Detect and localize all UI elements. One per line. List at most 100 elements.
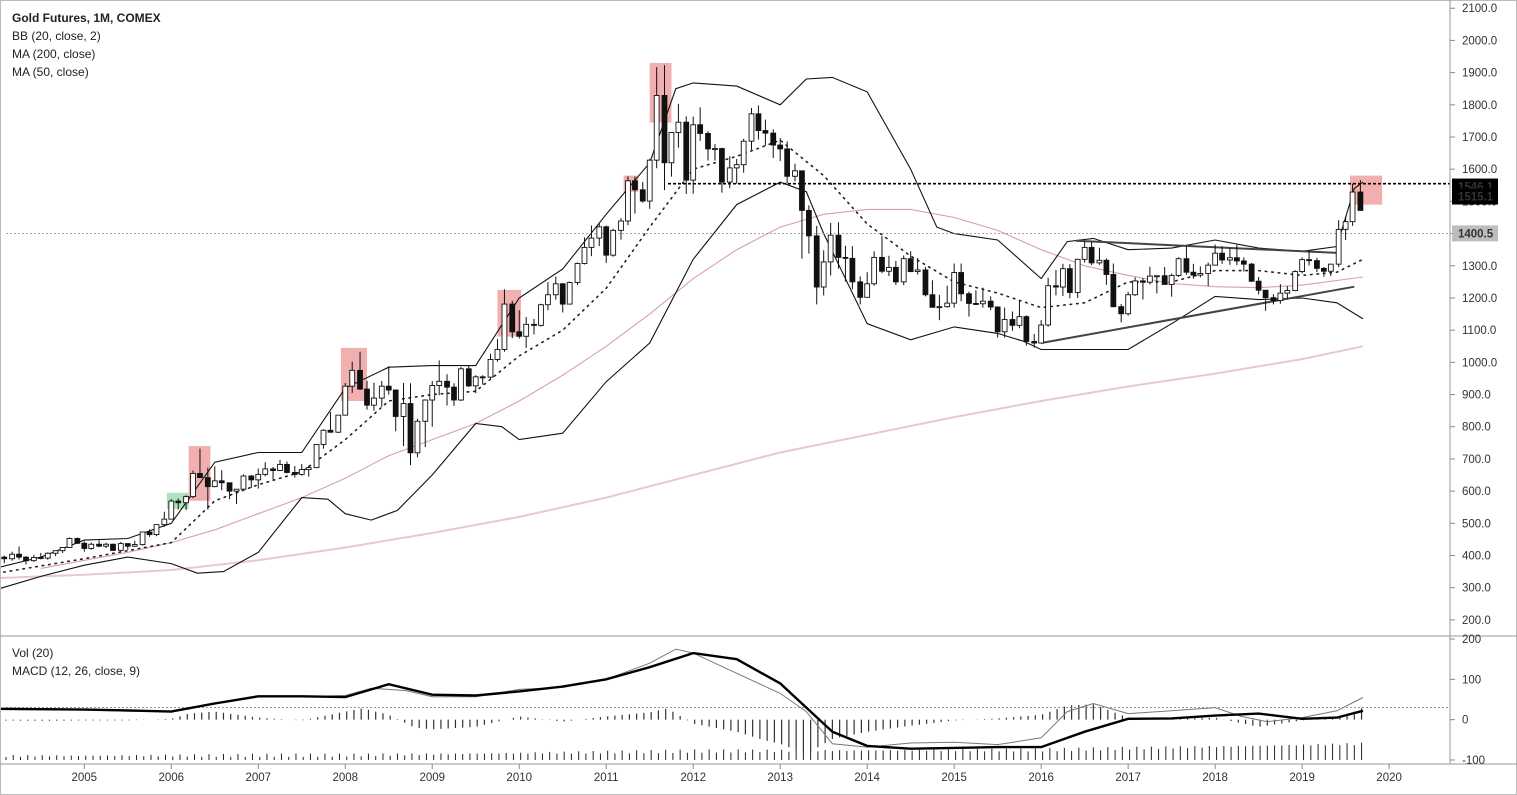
candle-body [705,133,711,150]
candle [479,375,486,385]
candle-body [922,269,929,296]
candle [712,144,718,161]
candle [588,225,595,257]
candle-body [907,258,914,273]
candle-body [16,553,22,558]
candle-body [1270,297,1277,301]
candle [16,546,22,560]
candle-body [436,380,443,386]
candle [218,470,225,491]
candle-body [1327,263,1334,272]
candle-body [914,269,921,273]
candle-body [479,376,486,379]
candle [871,251,878,286]
candle [581,237,588,265]
candle [777,137,784,162]
candle-body [407,403,414,454]
candle [1,555,8,564]
y-tick-label: 1000.0 [1462,357,1497,369]
candle-body [1103,259,1110,275]
candle-body [762,130,769,134]
candle-body [1088,246,1095,264]
candle [784,141,791,184]
candle-body [66,538,73,548]
candle-body [37,556,44,559]
candle-body [552,283,559,296]
candle-body [44,552,51,559]
candle-body [944,302,951,308]
candle-body [429,385,436,401]
candle [407,383,414,466]
candle-body [596,226,603,239]
candle-body [755,113,762,132]
candle [1349,183,1356,226]
candle-body [835,234,842,258]
candle [733,158,740,184]
candle [922,267,929,297]
candle [255,468,262,489]
x-tick-label: 2016 [1028,772,1054,784]
candle-body [465,368,472,387]
candle-body [1183,258,1190,273]
candle-body [625,180,631,222]
candle [204,467,211,510]
candle-body [588,237,595,248]
candle [1190,263,1197,279]
candle [552,276,559,300]
candle [233,488,240,505]
candle [936,294,943,321]
legend-entry: MA (200, close) [12,47,95,61]
candle [501,289,508,352]
x-tick-label: 2007 [245,772,271,784]
candle [364,380,370,410]
candle [1074,258,1081,298]
candle [240,474,247,491]
y-tick-label: 800.0 [1462,422,1491,434]
level-badge-text: 1400.5 [1458,228,1494,240]
candle [857,276,864,305]
candle-body [712,148,718,151]
candle [900,255,907,286]
y-tick-label: 0 [1462,715,1468,727]
candle-body [1074,258,1081,293]
candle [1183,245,1190,275]
candle [683,116,690,194]
candle-body [371,397,377,406]
candle [81,541,88,552]
candle-body [966,293,972,304]
candle-body [422,399,429,422]
x-tick-label: 2010 [506,772,532,784]
candle [523,316,530,348]
candle [59,547,66,553]
candle-body [864,283,871,298]
candle [153,524,160,537]
candle [516,310,523,339]
candle-body [697,124,704,134]
candle [1284,286,1291,300]
candle-body [204,477,211,488]
candle [1161,267,1168,285]
candle-body [653,95,660,161]
candle-body [183,496,189,504]
candle [320,429,327,449]
candle [1227,248,1233,265]
candle-body [1175,258,1182,276]
candle-body [1132,280,1138,296]
candle [929,280,936,308]
y-tick-label: 700.0 [1462,454,1491,466]
candle-body [1161,275,1168,285]
candle [298,464,305,476]
candle [197,448,203,479]
candle-body [153,524,160,536]
candle-body [305,467,312,471]
candle [1335,220,1342,268]
candle [596,223,603,247]
candle-body [327,429,334,433]
candle [44,552,51,560]
candle-body [298,469,305,475]
candle-body [1262,289,1269,299]
candle-body [291,472,298,475]
legend-entry: Gold Futures, 1M, COMEX [12,11,161,25]
candle-body [1248,263,1255,282]
